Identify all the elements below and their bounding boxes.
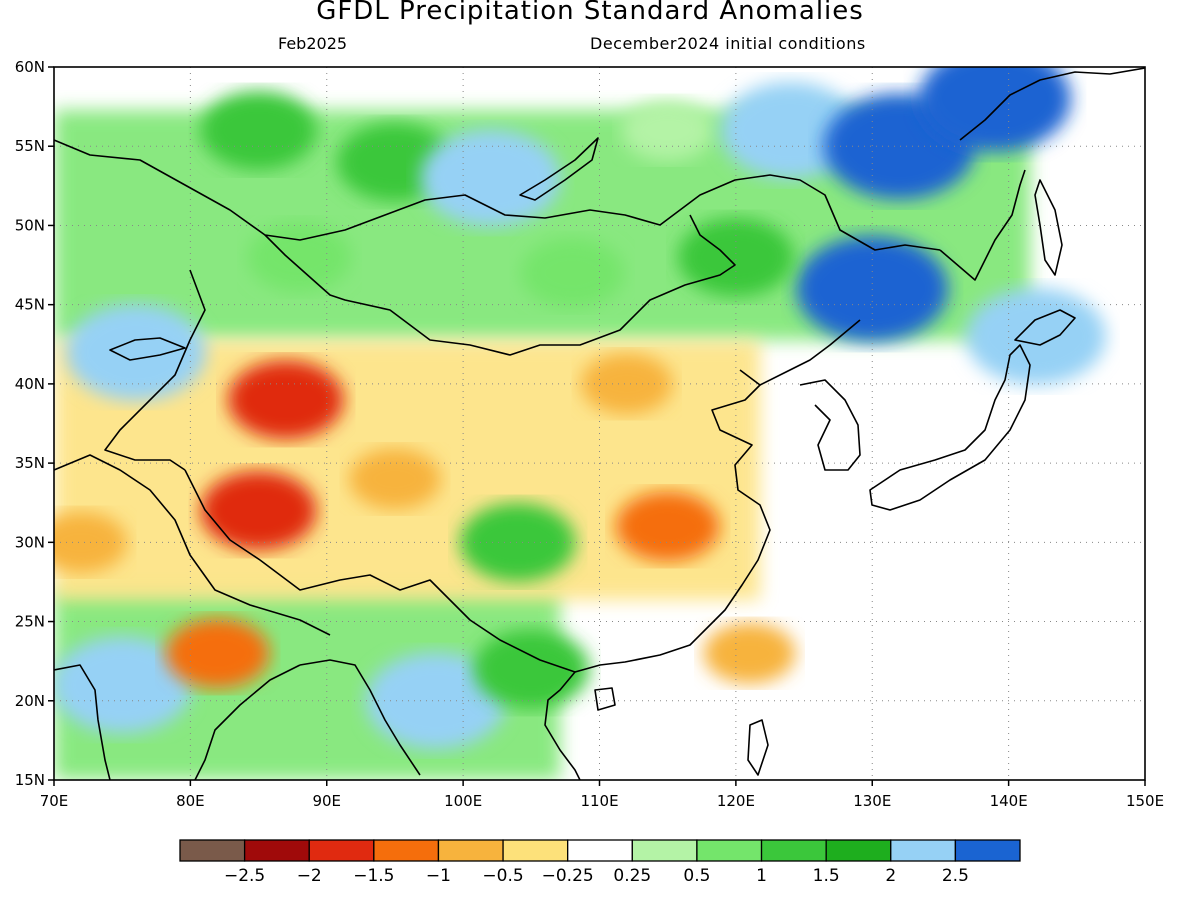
- china-korea-border: [759, 319, 861, 386]
- india-east-coastline: [194, 664, 301, 780]
- colorbar: −2.5 −2 −1.5 −1 −0.5 −0.25 0.25 0.5 1 1.5 2 2.5: [179, 839, 1021, 886]
- lat-tick-label: 20N: [15, 692, 45, 710]
- anomaly-region: [200, 471, 317, 551]
- colorbar-swatch: [243, 839, 310, 862]
- colorbar-swatch: [631, 839, 698, 862]
- anomaly-region: [348, 448, 441, 510]
- anomaly-region: [965, 287, 1106, 385]
- valid-month-label: Feb2025: [278, 34, 348, 53]
- lat-tick-label: 60N: [15, 58, 45, 76]
- central-asia-border: [104, 269, 206, 471]
- colorbar-swatch: [502, 839, 569, 862]
- lon-tick-label: 120E: [717, 792, 755, 810]
- india-west-coastline: [54, 664, 111, 780]
- colorbar-label: −1.5: [353, 866, 394, 886]
- anomaly-region: [200, 90, 317, 170]
- lon-tick-label: 150E: [1126, 792, 1164, 810]
- lat-tick-label: 50N: [15, 216, 45, 234]
- colorbar-swatch: [760, 839, 827, 862]
- colorbar-swatch: [696, 839, 763, 862]
- coastlines: [54, 67, 1145, 780]
- lat-tick-label: 35N: [15, 454, 45, 472]
- lake-balkhash: [109, 337, 186, 361]
- indochina-coastline: [544, 671, 581, 780]
- lon-tick-label: 140E: [990, 792, 1028, 810]
- russia-border: [54, 139, 941, 251]
- lat-tick-label: 55N: [15, 137, 45, 155]
- colorbar-swatch: [890, 839, 957, 862]
- anomaly-region: [247, 222, 352, 293]
- colorbar-label: −2.5: [224, 866, 265, 886]
- anomaly-region: [919, 67, 1071, 152]
- initial-conditions-label: December2024 initial conditions: [590, 34, 866, 53]
- lat-tick-label: 25N: [15, 613, 45, 631]
- colorbar-swatch: [179, 839, 246, 862]
- taiwan-coastline: [747, 719, 769, 776]
- anomaly-region: [796, 235, 949, 342]
- colorbar-label: −0.25: [542, 866, 594, 886]
- colorbar-label: 2.5: [942, 866, 969, 886]
- china-coastline: [574, 369, 771, 673]
- anomaly-region: [459, 502, 576, 582]
- mongolia-border: [264, 214, 736, 356]
- lon-tick-label: 70E: [40, 792, 69, 810]
- lat-tick-label: 40N: [15, 375, 45, 393]
- lon-tick-label: 100E: [444, 792, 482, 810]
- axis-ticks: 70E 80E 90E 100E 110E 120E 130E 140E 150E 60N 55N 5…: [15, 58, 1164, 810]
- primorye-coastline: [939, 169, 1026, 281]
- lat-tick-label: 45N: [15, 296, 45, 314]
- himalaya-border: [184, 469, 576, 673]
- colorbar-label: 0.25: [613, 866, 651, 886]
- colorbar-label: 0.5: [683, 866, 710, 886]
- korea-coastline: [799, 379, 861, 471]
- colorbar-label: −2: [297, 866, 322, 886]
- okhotsk-coastline: [959, 67, 1145, 141]
- colorbar-label: 1: [756, 866, 767, 886]
- anomaly-region: [165, 618, 270, 689]
- pakistan-india-border: [54, 454, 331, 636]
- colorbar-swatch: [308, 839, 375, 862]
- bay-of-bengal-coastline: [299, 659, 421, 776]
- lon-tick-label: 90E: [312, 792, 341, 810]
- anomaly-region: [473, 629, 590, 709]
- anomaly-region: [365, 652, 506, 750]
- anomaly-region: [703, 622, 796, 684]
- lon-tick-label: 110E: [580, 792, 618, 810]
- anomaly-region: [227, 360, 344, 440]
- anomaly-region: [420, 129, 561, 227]
- colorbar-swatch: [437, 839, 504, 862]
- colorbar-label: −0.5: [482, 866, 523, 886]
- anomaly-region: [520, 237, 625, 308]
- anomaly-region: [54, 636, 193, 734]
- colorbar-swatch: [567, 839, 633, 862]
- anomaly-region: [677, 217, 794, 297]
- colorbar-swatch: [954, 839, 1021, 862]
- chart-title: GFDL Precipitation Standard Anomalies: [316, 0, 864, 26]
- anomaly-region: [580, 353, 673, 415]
- hainan-coastline: [594, 687, 616, 711]
- lon-tick-label: 80E: [176, 792, 205, 810]
- colorbar-label: −1: [426, 866, 451, 886]
- japan-honshu: [869, 344, 1031, 511]
- lon-tick-label: 130E: [853, 792, 891, 810]
- colorbar-label: 2: [885, 866, 896, 886]
- colorbar-swatch: [825, 839, 892, 862]
- japan-hokkaido: [1014, 309, 1076, 346]
- lat-tick-label: 15N: [15, 771, 45, 789]
- anomaly-region: [65, 303, 206, 401]
- lat-tick-label: 30N: [15, 533, 45, 551]
- colorbar-swatch: [373, 839, 440, 862]
- anomaly-region: [621, 99, 714, 161]
- anomaly-region: [615, 491, 720, 562]
- lake-baikal: [519, 137, 599, 201]
- sakhalin-coastline: [1034, 179, 1063, 276]
- colorbar-label: 1.5: [813, 866, 840, 886]
